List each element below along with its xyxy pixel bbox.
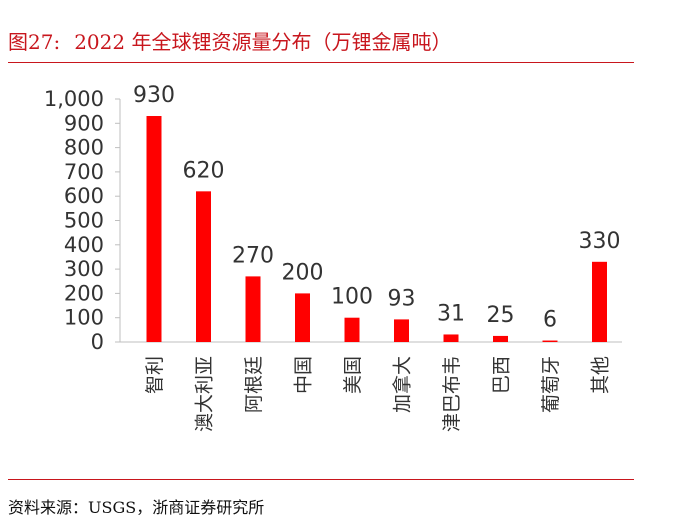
bar — [443, 334, 459, 342]
category-label: 美国 — [342, 356, 364, 394]
source-note: 资料来源：USGS，浙商证券研究所 — [8, 498, 265, 517]
bar — [146, 116, 162, 342]
figure-title: 图27: 2022 年全球锂资源量分布（万锂金属吨） — [8, 26, 451, 55]
category-label: 澳大利亚 — [194, 356, 216, 432]
category-label: 葡萄牙 — [540, 356, 562, 413]
bar — [592, 261, 607, 342]
footer-rule — [8, 479, 634, 480]
data-label: 270 — [232, 243, 274, 268]
bar — [344, 317, 360, 342]
figure-title-text: 2022 年全球锂资源量分布（万锂金属吨） — [74, 30, 452, 54]
category-label: 加拿大 — [391, 356, 414, 413]
bar — [196, 191, 211, 342]
data-label: 620 — [183, 158, 225, 183]
bar — [542, 340, 558, 342]
y-tick-label: 900 — [64, 111, 104, 135]
category-label: 中国 — [293, 356, 315, 394]
bar — [493, 335, 508, 342]
y-tick-label: 400 — [64, 233, 104, 257]
category-label: 其他 — [590, 356, 612, 394]
data-label: 930 — [133, 83, 175, 108]
category-label: 智利 — [144, 356, 166, 394]
data-label: 100 — [331, 285, 373, 310]
bar — [394, 319, 409, 342]
y-tick-label: 600 — [64, 184, 104, 208]
data-label: 93 — [388, 286, 416, 311]
data-label: 31 — [437, 301, 465, 326]
title-rule — [8, 62, 634, 63]
y-tick-label: 0 — [91, 330, 104, 354]
data-label: 6 — [543, 308, 557, 333]
y-tick-label: 700 — [64, 160, 104, 184]
y-tick-label: 100 — [64, 306, 104, 330]
y-tick-label: 200 — [64, 281, 104, 305]
y-tick-label: 300 — [64, 257, 104, 281]
y-tick-label: 800 — [64, 136, 104, 160]
data-label: 200 — [282, 260, 324, 285]
data-label: 25 — [487, 303, 515, 328]
bar — [295, 293, 310, 342]
y-tick-label: 500 — [64, 209, 104, 233]
bar — [245, 276, 261, 342]
data-label: 330 — [579, 229, 621, 254]
category-label: 津巴布韦 — [441, 356, 463, 432]
figure-number: 图27: — [8, 30, 61, 54]
category-label: 巴西 — [491, 356, 513, 394]
y-tick-label: 1,000 — [44, 87, 104, 111]
category-label: 阿根廷 — [243, 356, 265, 413]
